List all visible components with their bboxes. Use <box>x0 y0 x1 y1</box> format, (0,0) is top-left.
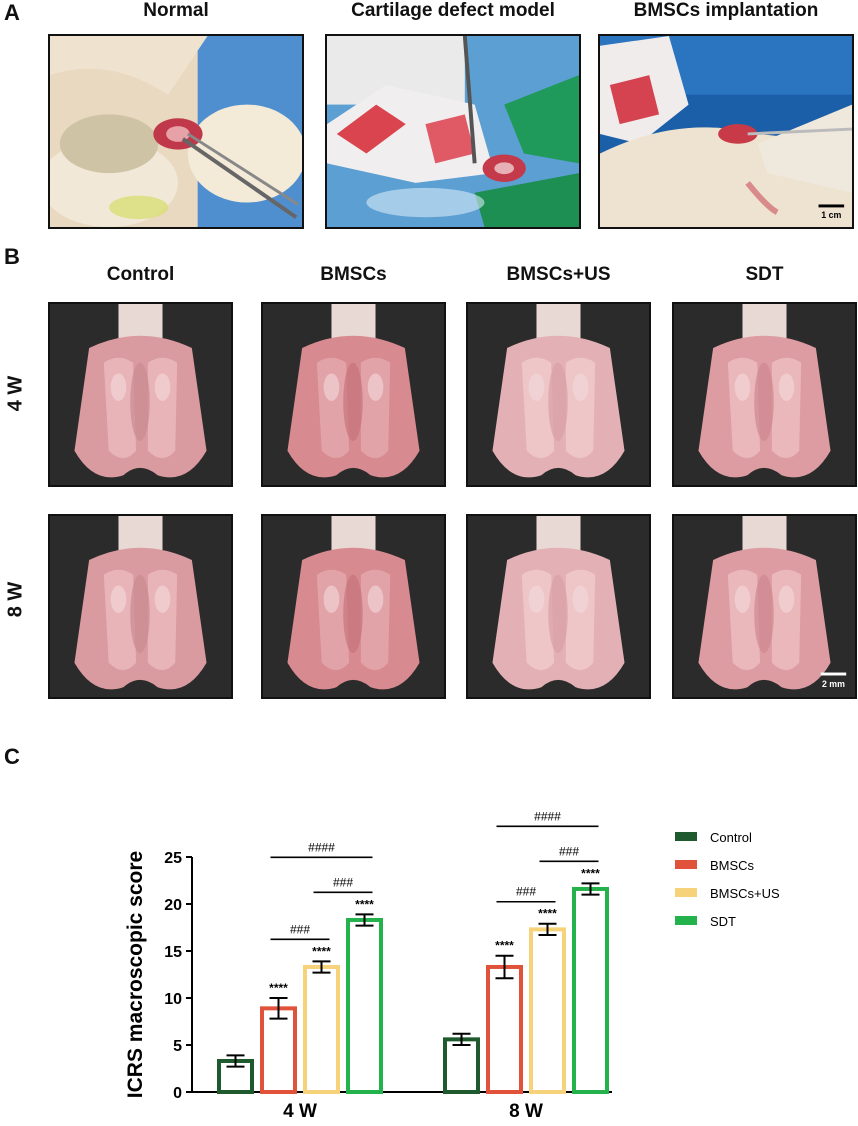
surgery-photo-implantation: 1 cm <box>598 34 854 229</box>
photo-title-defect: Cartilage defect model <box>351 0 555 21</box>
legend-swatch-bmscs-us <box>675 888 697 897</box>
bar-control-1 <box>443 1037 480 1094</box>
scale-label-1cm: 1 cm <box>821 210 841 220</box>
knee-joint-icon <box>50 516 231 697</box>
comparison-label: ### <box>516 885 536 899</box>
knee-photo-8w-1 <box>261 514 446 699</box>
bar-bmscs-0 <box>260 1006 297 1094</box>
y-tick-label: 0 <box>173 1085 182 1102</box>
photo-title-implantation: BMSCs implantation <box>633 0 819 21</box>
knee-joint-icon <box>468 304 649 485</box>
scale-bar <box>820 672 847 676</box>
knee-joint-icon <box>263 516 444 697</box>
y-tick-label: 15 <box>164 944 182 961</box>
knee-photo-4w-2 <box>466 302 651 487</box>
y-axis-label: ICRS macroscopic score <box>124 851 147 1098</box>
surgery-photo-normal-icon <box>50 36 302 227</box>
knee-joint-icon: 2 mm <box>674 516 855 697</box>
comparison-label: #### <box>534 809 561 823</box>
knee-photo-4w-3 <box>672 302 857 487</box>
knee-photo-4w-0 <box>48 302 233 487</box>
legend-swatch-sdt <box>675 916 697 925</box>
legend-label: Control <box>710 830 752 845</box>
bar-sdt-1 <box>572 886 609 1094</box>
knee-joint-icon <box>263 304 444 485</box>
row-label-4w: 4 W <box>4 375 27 412</box>
significance-stars: **** <box>355 897 374 911</box>
comparison-label: ### <box>559 844 579 858</box>
column-title-bmscs: BMSCs <box>320 264 387 285</box>
photo-title-normal: Normal <box>143 0 209 21</box>
legend-label: SDT <box>710 914 736 929</box>
significance-stars: **** <box>312 944 331 958</box>
significance-stars: **** <box>495 939 514 953</box>
y-tick-label: 20 <box>164 897 182 914</box>
y-tick-label: 10 <box>164 991 182 1008</box>
legend-label: BMSCs+US <box>710 886 780 901</box>
column-title-bmscs-us: BMSCs+US <box>506 264 611 285</box>
legend-label: BMSCs <box>710 858 755 873</box>
scale-label-2mm: 2 mm <box>822 679 845 689</box>
row-label-8w: 8 W <box>4 581 27 618</box>
comparison-label: ### <box>290 922 310 936</box>
knee-photo-4w-1 <box>261 302 446 487</box>
bar-bmscs-1 <box>486 964 523 1094</box>
significance-stars: **** <box>269 981 288 995</box>
icrs-bar-chart: 0 5 10 15 20 25 ICRS macroscopic score **** ****… <box>124 809 780 1122</box>
legend-swatch-bmscs <box>675 860 697 869</box>
panel-b-letter: B <box>4 244 20 269</box>
panel-c-letter: C <box>4 744 20 769</box>
knee-joint-icon <box>468 516 649 697</box>
column-title-control: Control <box>106 264 175 285</box>
surgery-photo-normal <box>48 34 304 229</box>
bar-bmscs-us-0 <box>303 964 340 1094</box>
panel-a-letter: A <box>4 0 20 25</box>
surgery-photo-defect <box>325 34 581 229</box>
y-tick-label: 25 <box>164 850 182 867</box>
legend-swatch-control <box>675 832 697 841</box>
surgery-photo-implantation-icon: 1 cm <box>600 36 852 227</box>
surgery-photo-defect-icon <box>327 36 579 227</box>
knee-joint-icon <box>674 304 855 485</box>
knee-photo-8w-0 <box>48 514 233 699</box>
significance-stars: **** <box>538 907 557 921</box>
comparison-label: ### <box>333 875 353 889</box>
bar-sdt-0 <box>346 917 383 1095</box>
x-category-label: 4 W <box>283 1101 317 1122</box>
y-tick-label: 5 <box>173 1038 182 1055</box>
bar-bmscs-us-1 <box>529 927 566 1094</box>
column-title-sdt: SDT <box>745 264 784 285</box>
knee-photo-8w-3: 2 mm <box>672 514 857 699</box>
x-category-label: 8 W <box>509 1101 543 1122</box>
significance-stars: **** <box>581 866 600 880</box>
comparison-label: #### <box>308 840 335 854</box>
knee-photo-8w-2 <box>466 514 651 699</box>
knee-joint-icon <box>50 304 231 485</box>
